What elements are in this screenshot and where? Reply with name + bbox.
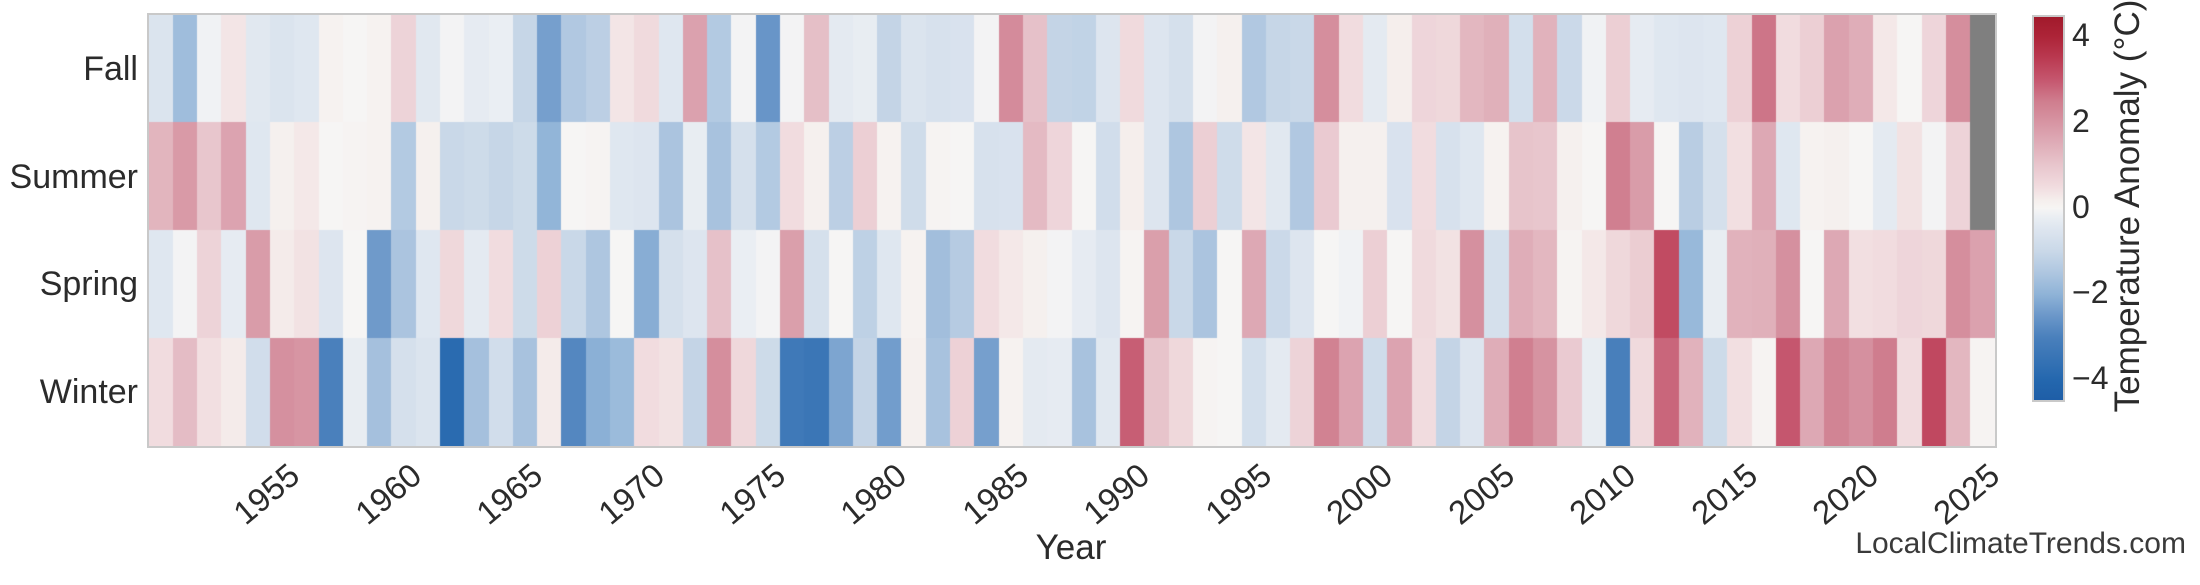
colorbar-tick-label-2: 2 [2072, 102, 2090, 139]
x-tick-label-1980: 1980 [833, 456, 914, 532]
x-tick-label-1960: 1960 [347, 456, 428, 532]
row-label-fall: Fall [83, 49, 138, 88]
x-tick-label-2015: 2015 [1683, 456, 1764, 532]
x-tick-label-1975: 1975 [712, 456, 793, 532]
colorbar-tick-label--2: −2 [2072, 274, 2109, 311]
x-tick-label-1965: 1965 [469, 456, 550, 532]
x-tick-label-1970: 1970 [590, 456, 671, 532]
row-label-winter: Winter [39, 373, 138, 412]
colorbar-tick-label-0: 0 [2072, 188, 2090, 225]
x-tick-label-1985: 1985 [955, 456, 1036, 532]
watermark-text: LocalClimateTrends.com [1855, 527, 2186, 560]
x-tick-label-1990: 1990 [1076, 456, 1157, 532]
x-tick-label-2020: 2020 [1805, 456, 1886, 532]
x-tick-label-2000: 2000 [1319, 456, 1400, 532]
x-tick-label-2010: 2010 [1562, 456, 1643, 532]
colorbar-gradient [2032, 15, 2065, 402]
x-tick-label-1955: 1955 [226, 456, 307, 532]
x-axis-title: Year [1035, 528, 1107, 567]
row-label-spring: Spring [39, 265, 138, 304]
x-tick-label-2025: 2025 [1926, 456, 2007, 532]
colorbar-tick-label--4: −4 [2072, 360, 2109, 397]
x-tick-label-1995: 1995 [1197, 456, 1278, 532]
colorbar-tick-label-4: 4 [2072, 16, 2090, 53]
x-tick-label-2005: 2005 [1440, 456, 1521, 532]
heatmap-canvas [149, 15, 1995, 446]
row-label-summer: Summer [9, 157, 138, 196]
colorbar-axis-label: Temperature Anomaly (°C) [2108, 0, 2147, 413]
